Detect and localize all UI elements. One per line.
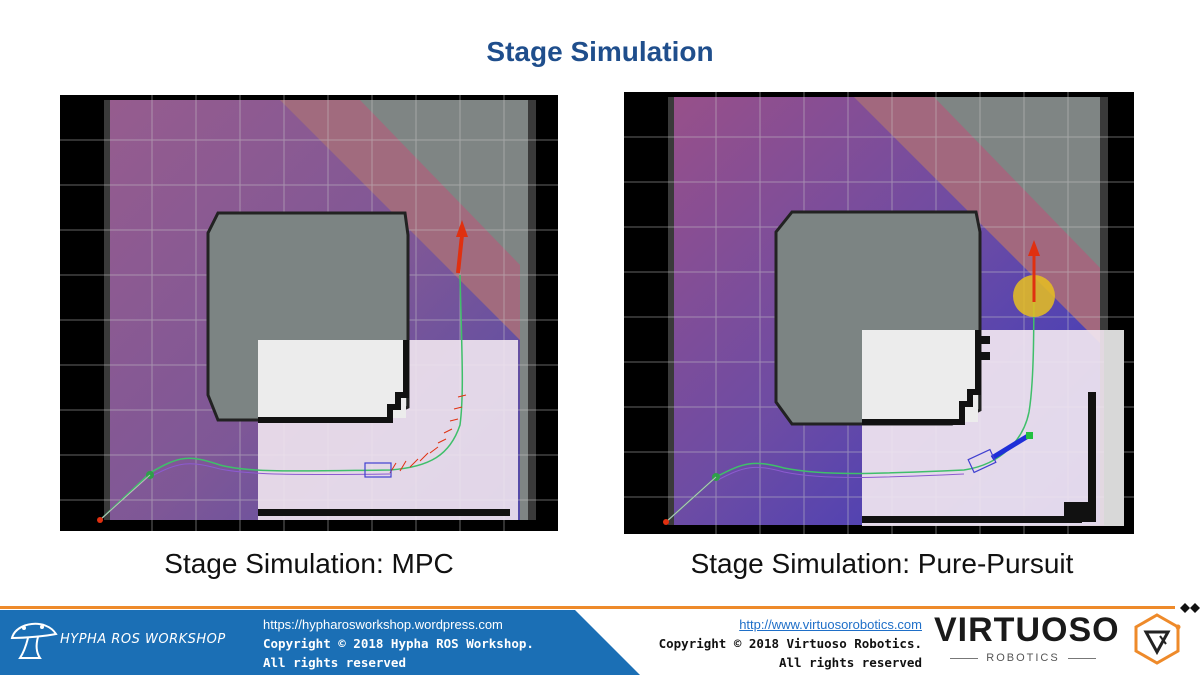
- virtuoso-emblem-icon: [1134, 613, 1181, 665]
- hypha-mushroom-logo-icon: [10, 622, 58, 659]
- goal-arrow: [456, 220, 468, 274]
- hypha-info: https://hypharosworkshop.wordpress.com C…: [263, 615, 534, 672]
- mpc-simulation-view: [60, 95, 558, 531]
- robot-footprint: [967, 448, 997, 474]
- footer-blue-band: [0, 610, 640, 675]
- pure-pursuit-simulation-view: [624, 92, 1134, 534]
- lookahead-line: [990, 433, 1030, 461]
- hypha-url[interactable]: https://hypharosworkshop.wordpress.com: [263, 617, 503, 632]
- mpc-predicted-trajectory: [389, 394, 467, 474]
- virtuoso-copyright: Copyright © 2018 Virtuoso Robotics.: [658, 636, 922, 651]
- virtuoso-rights: All rights reserved: [779, 655, 922, 670]
- global-path: [99, 274, 464, 521]
- hypha-rights: All rights reserved: [263, 655, 406, 670]
- map-wall-left: [104, 100, 110, 520]
- footer-orange-line: [0, 606, 1175, 609]
- virtuoso-logo-sub: ROBOTICS: [934, 652, 1112, 664]
- footer-dots-icon: [1180, 603, 1200, 613]
- hypha-brand-text: HYPHA ROS WORKSHOP: [60, 632, 226, 647]
- virtuoso-url-link[interactable]: http://www.virtuosorobotics.com: [739, 617, 922, 632]
- map-wall-right: [528, 100, 536, 520]
- virtuoso-logo: VIRTUOSO ROBOTICS: [934, 611, 1120, 664]
- mpc-caption: Stage Simulation: MPC: [164, 548, 454, 579]
- footer: [0, 604, 1200, 675]
- virtuoso-logo-main: VIRTUOSO: [934, 611, 1120, 649]
- slide-title: Stage Simulation: [486, 36, 714, 67]
- hypha-copyright: Copyright © 2018 Hypha ROS Workshop.: [263, 636, 534, 651]
- goal-arrow: [1028, 240, 1040, 302]
- virtuoso-info: http://www.virtuosorobotics.com Copyrigh…: [659, 615, 922, 672]
- pure-pursuit-caption: Stage Simulation: Pure-Pursuit: [690, 548, 1074, 579]
- global-path: [665, 251, 1035, 523]
- robot-footprint: [364, 462, 392, 478]
